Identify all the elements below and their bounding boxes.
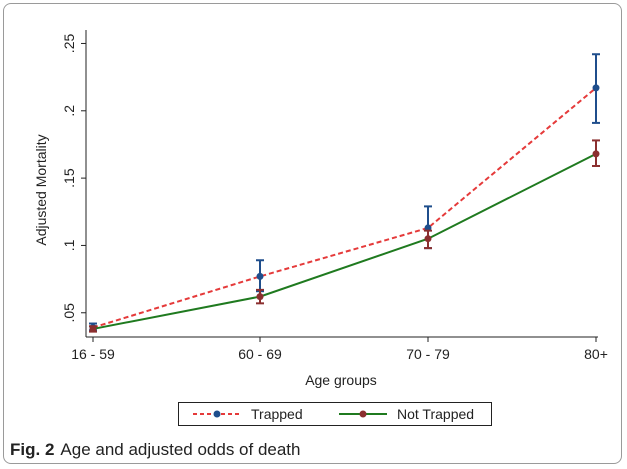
figure-caption: Fig. 2 Age and adjusted odds of death — [10, 440, 301, 460]
point-1-1 — [256, 293, 264, 301]
x-tick-label-1: 60 - 69 — [238, 346, 282, 362]
x-tick-label-3: 80+ — [584, 346, 608, 362]
series-0 — [89, 53, 600, 332]
y-tick-label-4: .25 — [61, 34, 77, 54]
series-1 — [89, 139, 600, 333]
point-1-0 — [89, 325, 97, 333]
legend-swatch-not-trapped — [339, 410, 387, 418]
caption-label: Fig. 2 — [10, 440, 55, 459]
series-line-1 — [92, 152, 597, 330]
point-1-3 — [592, 150, 600, 158]
legend-swatch-trapped — [193, 410, 241, 418]
figure-frame — [3, 3, 622, 464]
x-tick-label-2: 70 - 79 — [406, 346, 450, 362]
y-tick-label-2: .15 — [61, 168, 77, 188]
y-tick-label-3: .2 — [61, 105, 77, 117]
point-1-2 — [424, 235, 432, 243]
legend: Trapped Not Trapped — [178, 402, 492, 426]
x-axis-label: Age groups — [305, 372, 377, 388]
legend-label-trapped: Trapped — [251, 406, 303, 422]
y-tick-label-0: .05 — [61, 303, 77, 323]
axes: .05 .1 .15 .2 .25 16 - 59 60 - 69 70 - 79 80+ — [61, 30, 608, 362]
caption-text: Age and adjusted odds of death — [60, 440, 301, 459]
point-0-1 — [256, 272, 264, 280]
series-line-0 — [92, 87, 597, 329]
x-tick-label-0: 16 - 59 — [71, 346, 115, 362]
legend-label-not-trapped: Not Trapped — [397, 406, 475, 422]
point-0-3 — [592, 84, 600, 92]
series-layer — [89, 53, 600, 333]
y-tick-label-1: .1 — [61, 239, 77, 251]
y-axis-label: Adjusted Mortality — [33, 134, 49, 245]
